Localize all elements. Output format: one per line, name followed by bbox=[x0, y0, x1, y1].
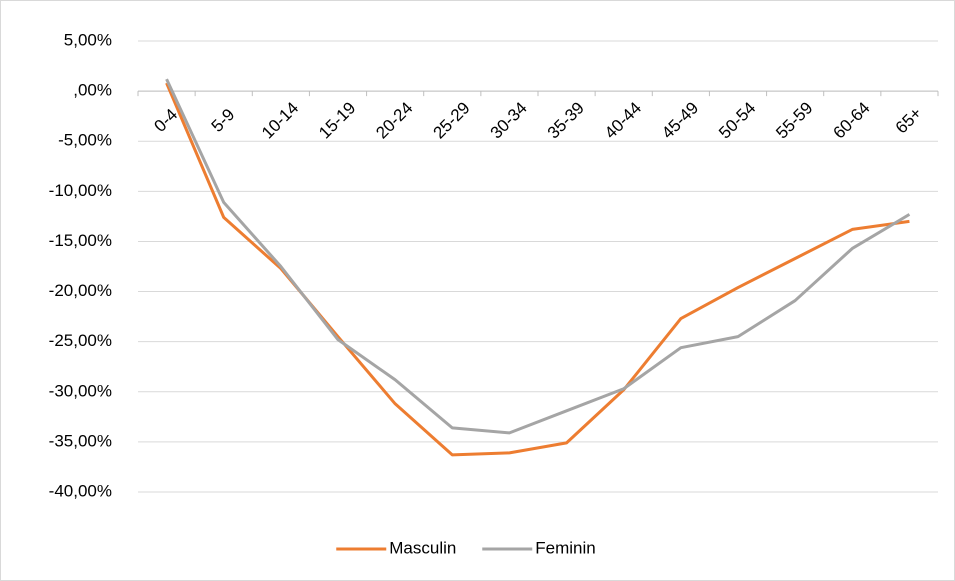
y-tick-label: 5,00% bbox=[64, 30, 112, 49]
legend-label: Masculin bbox=[389, 538, 456, 557]
y-tick-label: ,00% bbox=[73, 81, 112, 100]
legend-label: Feminin bbox=[535, 538, 595, 557]
series-line bbox=[165, 78, 911, 435]
y-tick-label: -10,00% bbox=[49, 181, 112, 200]
y-tick-label: -20,00% bbox=[49, 281, 112, 300]
y-tick-label: -25,00% bbox=[49, 331, 112, 350]
y-tick-label: -35,00% bbox=[49, 431, 112, 450]
y-tick-label: -15,00% bbox=[49, 231, 112, 250]
y-tick-label: -40,00% bbox=[49, 481, 112, 500]
y-tick-label: -30,00% bbox=[49, 381, 112, 400]
y-tick-label: -5,00% bbox=[58, 131, 112, 150]
